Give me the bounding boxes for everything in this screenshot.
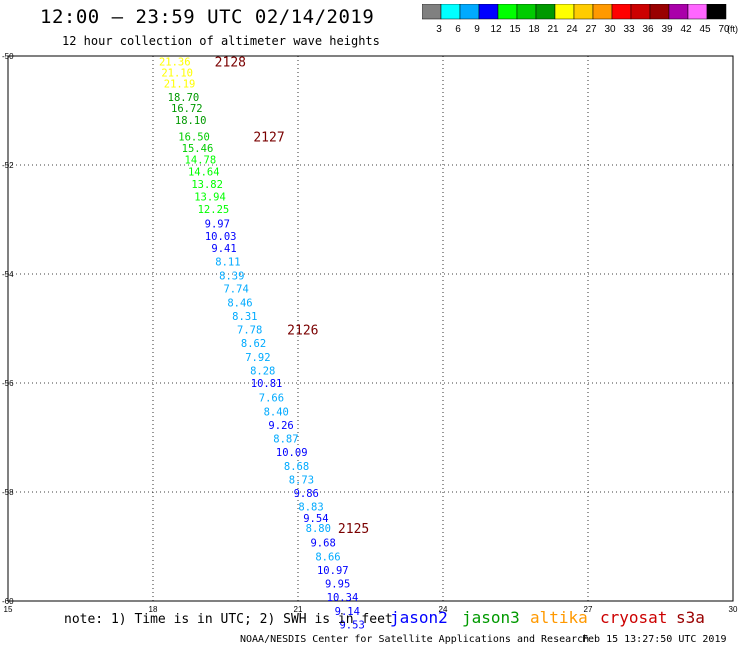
wave-height-label: 14.78 [185, 155, 217, 167]
wave-height-label: 9.14 [335, 606, 360, 618]
color-scale-bar: 3 6 9 12 15 18 21 24 27 30 33 36 39 42 45 70(ft) [422, 4, 738, 35]
pass-number-label: 2126 [287, 324, 318, 339]
colorbar-label: 42 [680, 24, 692, 35]
wave-height-label: 10.34 [327, 592, 359, 604]
wave-height-label: 21.19 [164, 78, 196, 90]
wave-height-label: 16.72 [171, 103, 203, 115]
wave-height-label: 9.68 [310, 538, 335, 550]
wave-height-label: 8.87 [273, 434, 298, 446]
wave-height-label: 15.46 [182, 143, 214, 155]
colorbar-label: 9 [474, 24, 480, 35]
y-tick-label: -60 [2, 597, 14, 606]
wave-height-label: 7.78 [237, 325, 262, 337]
colorbar-swatch [706, 4, 727, 20]
y-tick-label: -50 [2, 52, 14, 61]
wave-height-label: 9.97 [205, 218, 230, 230]
wave-height-label: 9.41 [211, 243, 236, 255]
y-tick-label: -54 [2, 270, 14, 279]
wave-height-label: 9.53 [339, 619, 364, 631]
x-tick-label: 15 [4, 605, 13, 614]
colorbar-label: 6 [455, 24, 461, 35]
wave-height-label: 8.28 [250, 365, 275, 377]
wave-height-label: 21.10 [161, 67, 193, 79]
wave-height-label: 8.66 [315, 551, 340, 563]
colorbar-label: 39 [661, 24, 673, 35]
wave-height-label: 12.25 [198, 204, 230, 216]
y-tick-label: -58 [2, 488, 14, 497]
colorbar-label: 33 [623, 24, 635, 35]
colorbar-label: 45 [699, 24, 711, 35]
wave-height-label: 9.86 [294, 488, 319, 500]
colorbar-label: 12 [490, 24, 502, 35]
chart-title: 12:00 – 23:59 UTC 02/14/2019 [40, 6, 375, 28]
wave-height-label: 8.31 [232, 311, 257, 323]
wave-height-label: 9.95 [325, 579, 350, 591]
timestamp-text: Feb 15 13:27:50 UTC 2019 [582, 634, 727, 645]
x-tick-label: 30 [729, 605, 738, 614]
wave-height-label: 9.26 [268, 420, 293, 432]
wave-height-label: 8.68 [284, 461, 309, 473]
colorbar-label: 30 [604, 24, 616, 35]
wave-height-label: 7.92 [245, 352, 270, 364]
colorbar-label: 24 [566, 24, 578, 35]
colorbar-label: 36 [642, 24, 654, 35]
wave-height-label: 14.64 [188, 167, 220, 179]
wave-height-label: 18.10 [175, 115, 207, 127]
pass-number-label: 2125 [338, 522, 369, 537]
credit-text: NOAA/NESDIS Center for Satellite Applica… [240, 634, 590, 645]
wave-height-label: 10.81 [251, 378, 283, 390]
wave-height-label: 16.50 [178, 132, 210, 144]
colorbar-label: 21 [547, 24, 559, 35]
colorbar-label: 70 [718, 24, 730, 35]
wave-height-label: 8.80 [306, 523, 331, 535]
x-tick-label: 18 [149, 605, 158, 614]
wave-height-label: 8.62 [241, 338, 266, 350]
wave-height-label: 10.09 [276, 447, 308, 459]
x-tick-label: 24 [439, 605, 448, 614]
mission-altika: altika [530, 608, 588, 627]
colorbar-label: 15 [509, 24, 521, 35]
wave-height-label: 9.54 [303, 513, 328, 525]
wave-height-label: 8.83 [298, 502, 323, 514]
wave-height-label: 8.11 [215, 256, 240, 268]
colorbar-label: 18 [528, 24, 540, 35]
wave-height-label: 7.66 [259, 393, 284, 405]
wave-height-label: 8.46 [227, 297, 252, 309]
chart-subtitle: 12 hour collection of altimeter wave hei… [62, 34, 380, 48]
pass-number-label: 2127 [253, 131, 284, 146]
colorbar-label: 3 [436, 24, 442, 35]
y-tick-label: -56 [2, 379, 14, 388]
wave-height-label: 8.73 [289, 474, 314, 486]
colorbar-unit: (ft) [727, 24, 738, 34]
wave-height-label: 13.82 [191, 179, 223, 191]
mission-jason2: jason2 [390, 608, 448, 627]
units-note: note: 1) Time is in UTC; 2) SWH is in fe… [64, 612, 393, 627]
mission-s3a: s3a [676, 608, 705, 627]
x-tick-label: 21 [294, 605, 303, 614]
mission-jason3: jason3 [462, 608, 520, 627]
wave-height-label: 18.70 [168, 92, 200, 104]
mission-cryosat: cryosat [600, 608, 668, 627]
pass-number-label: 2128 [215, 55, 246, 70]
wave-height-label: 10.97 [317, 565, 349, 577]
colorbar-label: 27 [585, 24, 597, 35]
wave-height-label: 21.36 [159, 56, 191, 68]
y-tick-label: -52 [2, 161, 14, 170]
map-frame [7, 55, 734, 602]
wave-height-label: 7.74 [223, 284, 248, 296]
wave-height-label: 10.03 [205, 231, 237, 243]
wave-height-label: 8.40 [264, 406, 289, 418]
wave-height-label: 13.94 [194, 192, 226, 204]
wave-height-label: 8.39 [219, 271, 244, 283]
x-tick-label: 27 [584, 605, 593, 614]
